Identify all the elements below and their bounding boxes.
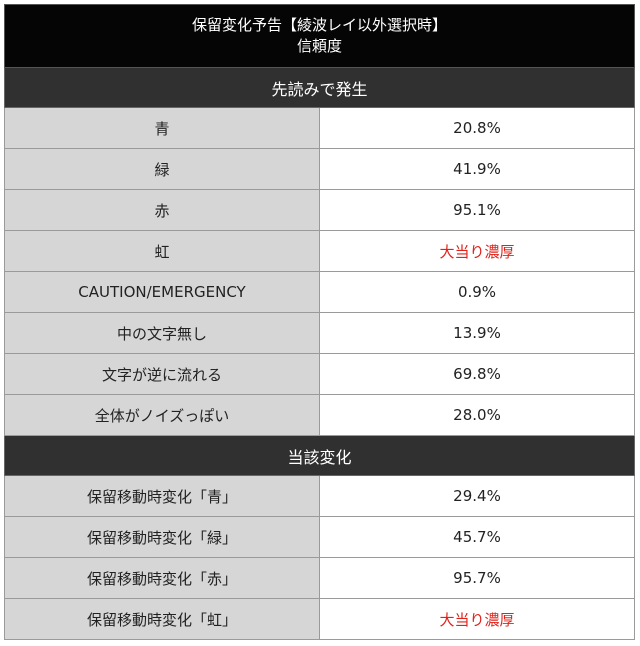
row-label: 保留移動時変化「赤」 [4, 557, 320, 599]
table-title-line2: 信頼度 [296, 37, 342, 55]
table-row: 全体がノイズっぽい 28.0% [4, 394, 635, 436]
table-row: 保留移動時変化「青」 29.4% [4, 475, 635, 517]
row-label: 青 [4, 107, 320, 149]
row-value-highlight: 大当り濃厚 [319, 230, 635, 272]
row-label: 虹 [4, 230, 320, 272]
table-row: CAUTION/EMERGENCY 0.9% [4, 271, 635, 313]
table-row: 赤 95.1% [4, 189, 635, 231]
row-label: 全体がノイズっぽい [4, 394, 320, 436]
row-label: 保留移動時変化「虹」 [4, 598, 320, 640]
row-value: 20.8% [319, 107, 635, 149]
row-value: 0.9% [319, 271, 635, 313]
table-row: 緑 41.9% [4, 148, 635, 190]
row-value: 45.7% [319, 516, 635, 558]
row-label: 赤 [4, 189, 320, 231]
table-row: 青 20.8% [4, 107, 635, 149]
section-header: 先読みで発生 [4, 67, 635, 108]
row-value: 28.0% [319, 394, 635, 436]
row-label: 保留移動時変化「青」 [4, 475, 320, 517]
table-title: 保留変化予告【綾波レイ以外選択時】 信頼度 [4, 4, 635, 68]
table-row: 保留移動時変化「赤」 95.7% [4, 557, 635, 599]
table-row: 保留移動時変化「緑」 45.7% [4, 516, 635, 558]
section-header: 当該変化 [4, 435, 635, 476]
table-row: 保留移動時変化「虹」 大当り濃厚 [4, 598, 635, 640]
row-value: 13.9% [319, 312, 635, 354]
row-value: 41.9% [319, 148, 635, 190]
row-label: CAUTION/EMERGENCY [4, 271, 320, 313]
section-header-row: 先読みで発生 [4, 67, 635, 108]
row-value: 29.4% [319, 475, 635, 517]
row-value: 95.7% [319, 557, 635, 599]
reliability-table: 保留変化予告【綾波レイ以外選択時】 信頼度 先読みで発生 青 20.8% 緑 4… [4, 4, 635, 640]
row-label: 中の文字無し [4, 312, 320, 354]
table-row: 文字が逆に流れる 69.8% [4, 353, 635, 395]
row-value: 69.8% [319, 353, 635, 395]
row-label: 緑 [4, 148, 320, 190]
table-row: 中の文字無し 13.9% [4, 312, 635, 354]
row-value: 95.1% [319, 189, 635, 231]
table-row: 虹 大当り濃厚 [4, 230, 635, 272]
row-label: 保留移動時変化「緑」 [4, 516, 320, 558]
table-title-line1: 保留変化予告【綾波レイ以外選択時】 [191, 16, 447, 34]
table-title-row: 保留変化予告【綾波レイ以外選択時】 信頼度 [4, 4, 635, 68]
section-header-row: 当該変化 [4, 435, 635, 476]
reliability-table-container: 保留変化予告【綾波レイ以外選択時】 信頼度 先読みで発生 青 20.8% 緑 4… [4, 4, 635, 640]
row-label: 文字が逆に流れる [4, 353, 320, 395]
row-value-highlight: 大当り濃厚 [319, 598, 635, 640]
